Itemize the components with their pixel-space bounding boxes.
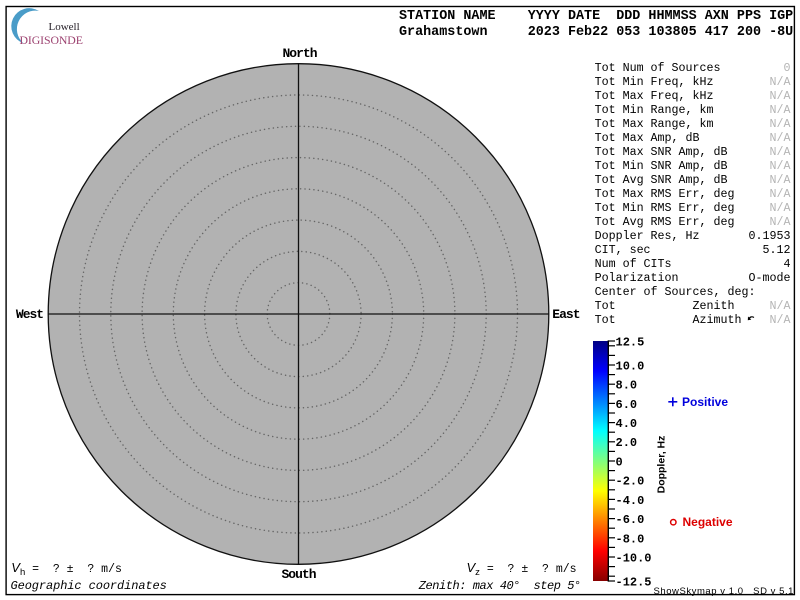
svg-text:0: 0 — [616, 456, 623, 470]
svg-text:12.5: 12.5 — [616, 335, 645, 349]
svg-text:-8.0: -8.0 — [616, 532, 645, 546]
svg-text:10.0: 10.0 — [616, 359, 645, 373]
svg-text:-6.0: -6.0 — [616, 513, 645, 527]
svg-text:-12.5: -12.5 — [616, 576, 652, 590]
svg-text:2.0: 2.0 — [616, 436, 638, 450]
svg-text:-4.0: -4.0 — [616, 494, 645, 508]
svg-text:4.0: 4.0 — [616, 417, 638, 431]
svg-text:-2.0: -2.0 — [616, 475, 645, 489]
svg-text:6.0: 6.0 — [616, 398, 638, 412]
svg-text:8.0: 8.0 — [616, 379, 638, 393]
svg-text:-10.0: -10.0 — [616, 552, 652, 566]
